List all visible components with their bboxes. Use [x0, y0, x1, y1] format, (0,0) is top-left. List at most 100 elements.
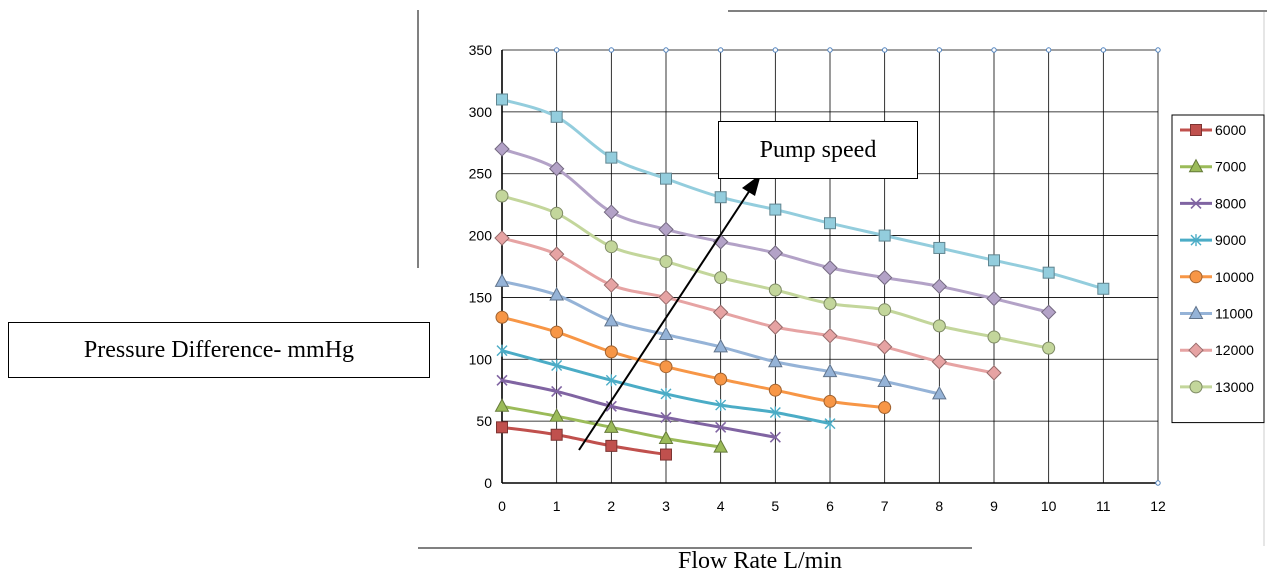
x-tick-label: 10 — [1041, 498, 1057, 514]
diamond-marker — [767, 319, 784, 335]
pump-speed-arrow — [578, 174, 761, 451]
triangle-marker — [767, 353, 783, 368]
x-tick-label: 6 — [826, 498, 834, 514]
diamond-marker — [876, 269, 893, 286]
series-line — [500, 425, 668, 457]
circle-marker — [987, 330, 1001, 344]
square-marker — [1097, 282, 1110, 295]
circle-marker — [1189, 270, 1203, 284]
diamond-marker — [712, 304, 729, 320]
circle-marker — [714, 271, 728, 285]
triangle-marker — [1188, 305, 1204, 319]
series-unlabeled — [494, 141, 1057, 320]
grid-top-dot — [553, 47, 560, 53]
triangle-marker — [603, 312, 619, 327]
grid-top-dot — [1100, 47, 1107, 53]
square-marker — [988, 254, 1000, 267]
y-tick-label: 250 — [469, 166, 493, 182]
x-tick-label: 2 — [607, 498, 615, 514]
x-marker — [551, 385, 563, 398]
circle-marker — [714, 372, 728, 386]
series-12000 — [494, 230, 1002, 381]
diamond-marker — [931, 278, 948, 295]
triangle-marker — [658, 326, 674, 341]
diamond-marker — [822, 260, 838, 276]
triangle-marker — [603, 419, 619, 433]
square-marker — [714, 191, 727, 204]
diamond-marker — [986, 290, 1002, 307]
circle-marker — [768, 383, 782, 397]
circle-marker — [932, 319, 946, 333]
diamond-marker — [548, 161, 565, 177]
triangle-marker — [549, 408, 565, 422]
square-marker — [1190, 124, 1202, 136]
series-unlabeled — [496, 93, 1110, 295]
square-marker — [605, 151, 618, 164]
circle-marker — [550, 206, 564, 220]
legend-label: 10000 — [1215, 269, 1254, 285]
triangle-marker — [658, 430, 674, 444]
x-tick-label: 8 — [935, 498, 943, 514]
diamond-marker — [603, 204, 620, 220]
grid-top-dot — [608, 47, 615, 53]
circle-marker — [878, 303, 892, 317]
diamond-marker — [494, 141, 510, 157]
x-tick-label: 3 — [662, 498, 670, 514]
series-layer — [494, 93, 1110, 461]
y-tick-label: 50 — [476, 413, 492, 429]
grid-top-dot — [1045, 47, 1052, 53]
circle-marker — [768, 283, 782, 297]
circle-marker — [495, 310, 509, 324]
square-marker — [824, 217, 836, 230]
pump-speed-annotation: Pump speed — [718, 121, 918, 179]
series-11000 — [494, 273, 947, 400]
y-tick-label: 200 — [469, 228, 493, 244]
circle-marker — [604, 240, 618, 254]
square-marker — [605, 439, 618, 452]
series-line — [500, 236, 996, 375]
y-tick-label: 100 — [469, 351, 493, 367]
diamond-marker — [876, 339, 893, 355]
legend-label: 13000 — [1215, 379, 1254, 395]
arrow-line — [578, 186, 753, 451]
grid-top-dot — [881, 47, 888, 53]
triangle-marker — [549, 286, 565, 301]
square-marker — [550, 428, 563, 441]
diamond-marker — [931, 354, 948, 370]
triangle-marker — [1188, 158, 1204, 173]
circle-marker — [659, 360, 673, 374]
y-axis-label: Pressure Difference- mmHg — [8, 322, 430, 378]
x-tick-label: 11 — [1096, 498, 1111, 514]
circle-marker — [1042, 341, 1056, 355]
diamond-marker — [658, 289, 674, 306]
x-marker — [769, 431, 781, 443]
series-7000 — [494, 398, 729, 453]
grid-top-dot — [936, 47, 943, 53]
circle-marker — [659, 255, 673, 269]
series-line — [500, 378, 777, 439]
series-13000 — [495, 189, 1056, 355]
diamond-marker — [822, 328, 838, 344]
legend-label: 6000 — [1215, 122, 1246, 138]
y-tick-label: 300 — [469, 104, 493, 120]
x-tick-label: 9 — [990, 498, 998, 514]
circle-marker — [823, 394, 837, 408]
x-axis-label: Flow Rate L/min — [678, 548, 842, 574]
legend-label: 8000 — [1215, 195, 1246, 211]
arrow-head — [742, 174, 761, 196]
triangle-marker — [822, 363, 838, 378]
y-tick-label: 350 — [469, 42, 493, 58]
legend-label: 9000 — [1215, 232, 1246, 248]
x-marker — [605, 400, 617, 412]
circle-marker — [604, 345, 618, 359]
diamond-marker — [548, 246, 565, 262]
triangle-marker — [494, 273, 510, 287]
diamond-marker — [986, 365, 1002, 381]
diamond-marker — [658, 221, 674, 238]
x-tick-label: 1 — [553, 498, 561, 514]
x-tick-label: 5 — [771, 498, 779, 514]
triangle-marker — [877, 373, 893, 388]
grid-top-dot — [991, 47, 997, 53]
